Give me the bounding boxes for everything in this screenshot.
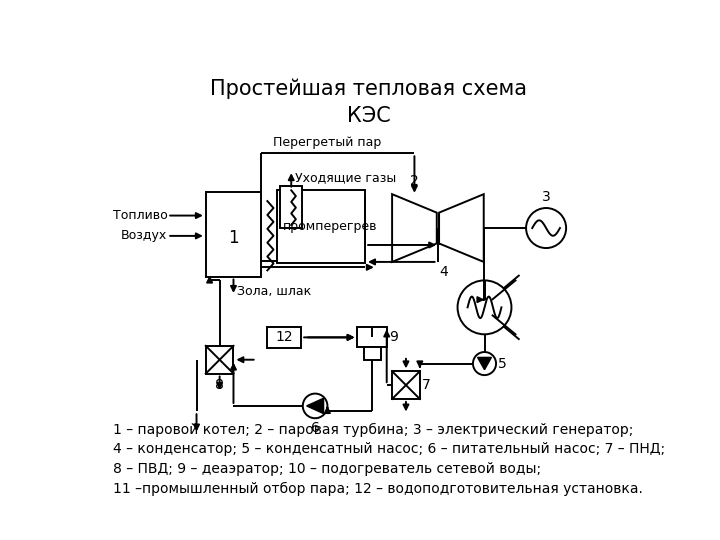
Text: 2: 2 [410, 174, 419, 188]
Bar [206, 192, 261, 276]
Polygon shape [439, 194, 484, 262]
Bar [276, 190, 365, 262]
Polygon shape [307, 398, 323, 414]
Text: Зола, шлак: Зола, шлак [238, 286, 312, 299]
Bar [392, 372, 420, 399]
Text: 6: 6 [310, 421, 320, 435]
Text: 8: 8 [215, 378, 224, 392]
Circle shape [303, 394, 328, 418]
Circle shape [526, 208, 566, 248]
Text: Топливо: Топливо [112, 209, 167, 222]
Bar [364, 347, 381, 361]
Text: Уходящие газы: Уходящие газы [295, 172, 396, 185]
Bar [267, 327, 301, 348]
Polygon shape [477, 357, 492, 370]
Text: 4: 4 [439, 265, 449, 279]
Text: 3: 3 [541, 190, 551, 204]
Text: Простейшая тепловая схема
КЭС: Простейшая тепловая схема КЭС [210, 79, 528, 126]
Text: промперегрев: промперегрев [282, 220, 377, 233]
Text: 5: 5 [498, 356, 507, 370]
Bar [357, 327, 387, 347]
Text: 7: 7 [422, 378, 431, 392]
Polygon shape [392, 194, 437, 262]
Circle shape [457, 280, 511, 334]
Circle shape [473, 352, 496, 375]
Text: 9: 9 [389, 329, 398, 343]
Text: 1 – паровой котел; 2 – паровая турбина; 3 – электрический генератор;
4 – конденс: 1 – паровой котел; 2 – паровая турбина; … [113, 423, 665, 496]
Bar [281, 186, 302, 228]
Text: Воздух: Воздух [121, 230, 167, 242]
Text: 1: 1 [228, 230, 239, 247]
Text: 12: 12 [276, 330, 293, 345]
Text: Перегретый пар: Перегретый пар [273, 136, 381, 148]
Bar [206, 346, 233, 374]
